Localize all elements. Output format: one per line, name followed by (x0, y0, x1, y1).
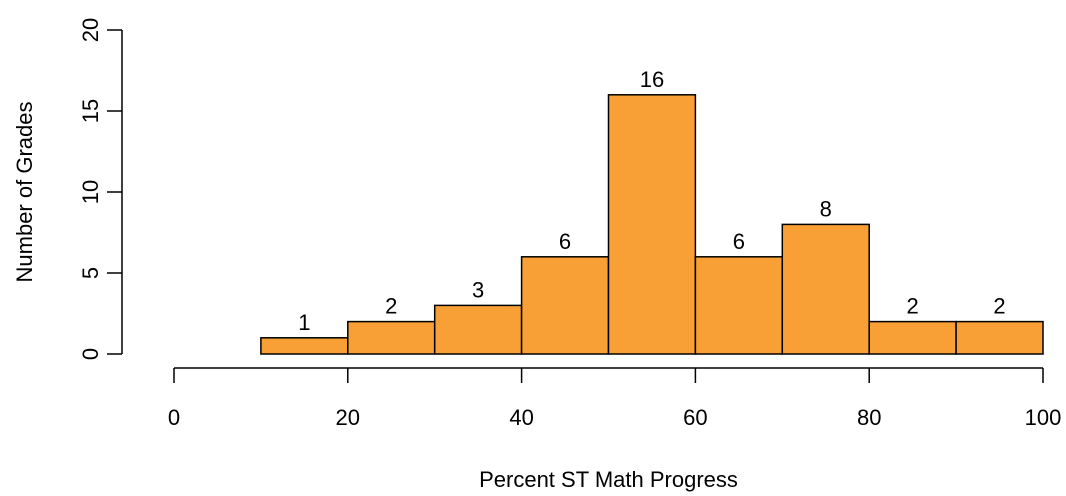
x-tick-label: 20 (336, 405, 360, 430)
bar-labels-group: 1 2 3 6 16 6 8 2 2 (298, 67, 1005, 335)
y-axis-title: Number of Grades (12, 102, 37, 283)
x-tick-label: 60 (683, 405, 707, 430)
histogram-bar (607, 94, 697, 355)
bar-value-label: 8 (820, 196, 832, 221)
histogram-bar (868, 320, 957, 355)
bar-value-label: 2 (993, 294, 1005, 319)
bar-value-label: 2 (385, 294, 397, 319)
histogram-bar (781, 223, 870, 355)
x-tick-label: 80 (857, 405, 881, 430)
y-tick-label: 10 (78, 180, 103, 204)
y-tick-label: 5 (78, 267, 103, 279)
y-tick-label: 20 (78, 18, 103, 42)
bar-value-label: 1 (298, 310, 310, 335)
bar-value-label: 2 (907, 294, 919, 319)
x-axis: 0 20 40 60 80 100 (168, 367, 1062, 430)
x-tick-label: 100 (1025, 405, 1062, 430)
bar-value-label: 6 (733, 229, 745, 254)
x-axis-title: Percent ST Math Progress (479, 467, 738, 492)
y-tick-label: 0 (78, 348, 103, 360)
histogram-bar (347, 320, 436, 355)
y-axis: 0 5 10 15 20 (78, 18, 123, 360)
x-tick-label: 40 (509, 405, 533, 430)
bar-value-label: 6 (559, 229, 571, 254)
bars-group (260, 94, 1044, 355)
histogram-bar (694, 256, 784, 355)
histogram-bar (955, 320, 1044, 355)
histogram-bar (520, 256, 610, 355)
bar-value-label: 16 (640, 67, 664, 92)
bar-value-label: 3 (472, 277, 484, 302)
histogram-bar (260, 337, 349, 355)
y-tick-label: 15 (78, 99, 103, 123)
histogram-bar (433, 304, 523, 355)
x-tick-label: 0 (168, 405, 180, 430)
